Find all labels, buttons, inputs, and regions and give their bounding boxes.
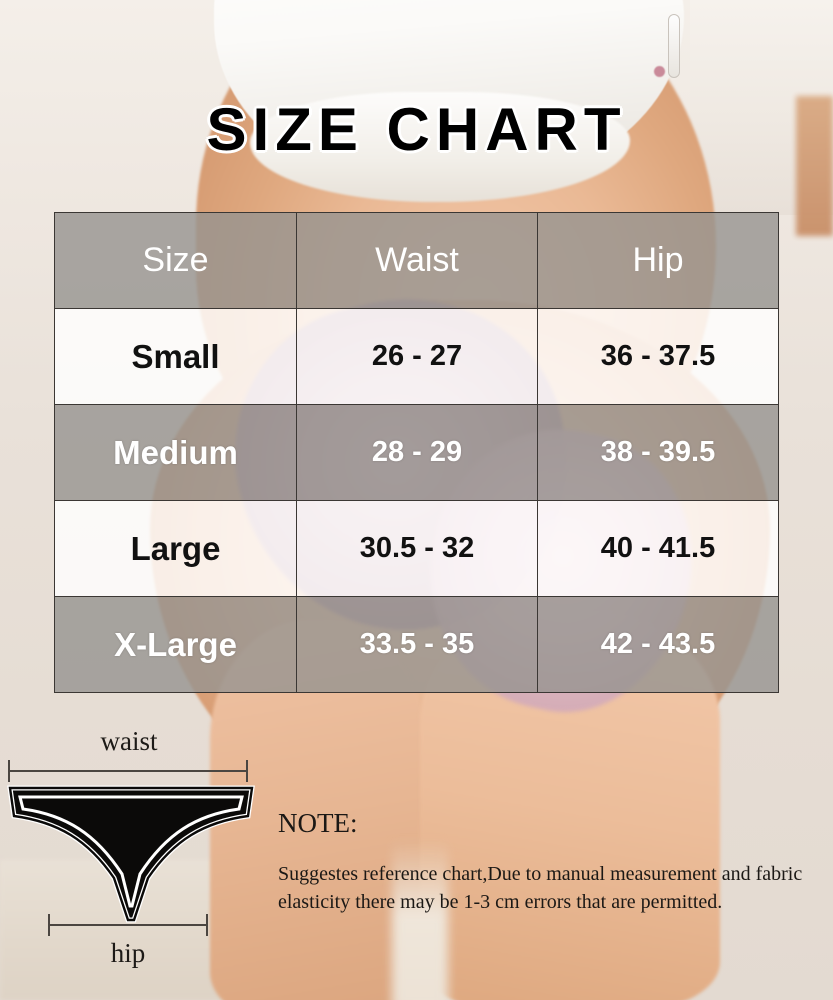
column-header-waist: Waist (296, 212, 538, 309)
table-row: X-Large 33.5 - 35 42 - 43.5 (54, 596, 779, 693)
note-heading: NOTE: (278, 808, 358, 838)
note-text: Suggestes reference chart,Due to manual … (278, 863, 803, 913)
cell-hip: 38 - 39.5 (537, 404, 779, 501)
cell-size: X-Large (54, 596, 297, 693)
cell-waist: 26 - 27 (296, 308, 538, 405)
column-header-hip: Hip (537, 212, 779, 309)
waist-measure-line (8, 770, 248, 772)
cell-waist: 28 - 29 (296, 404, 538, 501)
garment-pin-head-icon (654, 66, 665, 77)
model-leg-gap-shadow (392, 840, 448, 1000)
waist-measure-tick-left (8, 760, 10, 782)
note-block: NOTE: Suggestes reference chart,Due to m… (278, 808, 823, 916)
hip-measure-tick-left (48, 914, 50, 936)
table-header-row: Size Waist Hip (54, 212, 779, 309)
table-row: Small 26 - 27 36 - 37.5 (54, 308, 779, 405)
cell-waist: 33.5 - 35 (296, 596, 538, 693)
cell-hip: 42 - 43.5 (537, 596, 779, 693)
cell-size: Medium (54, 404, 297, 501)
cell-size: Large (54, 500, 297, 597)
page-title: SIZE CHART (206, 96, 627, 163)
background-shelf-object (796, 96, 833, 236)
hip-label: hip (110, 938, 146, 968)
waist-measure-tick-right (246, 760, 248, 782)
cell-hip: 36 - 37.5 (537, 308, 779, 405)
cell-size: Small (54, 308, 297, 405)
cell-waist: 30.5 - 32 (296, 500, 538, 597)
table-row: Large 30.5 - 32 40 - 41.5 (54, 500, 779, 597)
column-header-size: Size (54, 212, 297, 309)
waist-label: waist (100, 726, 158, 756)
hip-measure-line (48, 924, 208, 926)
size-chart-table: Size Waist Hip Small 26 - 27 36 - 37.5 M… (54, 212, 779, 693)
model-crop-top-fold (250, 92, 630, 202)
hip-measure-tick-right (206, 914, 208, 936)
garment-pin-icon (668, 14, 680, 78)
table-row: Medium 28 - 29 38 - 39.5 (54, 404, 779, 501)
measurement-diagram: waist hip (0, 726, 262, 1000)
thong-panty-icon (7, 785, 255, 923)
cell-hip: 40 - 41.5 (537, 500, 779, 597)
